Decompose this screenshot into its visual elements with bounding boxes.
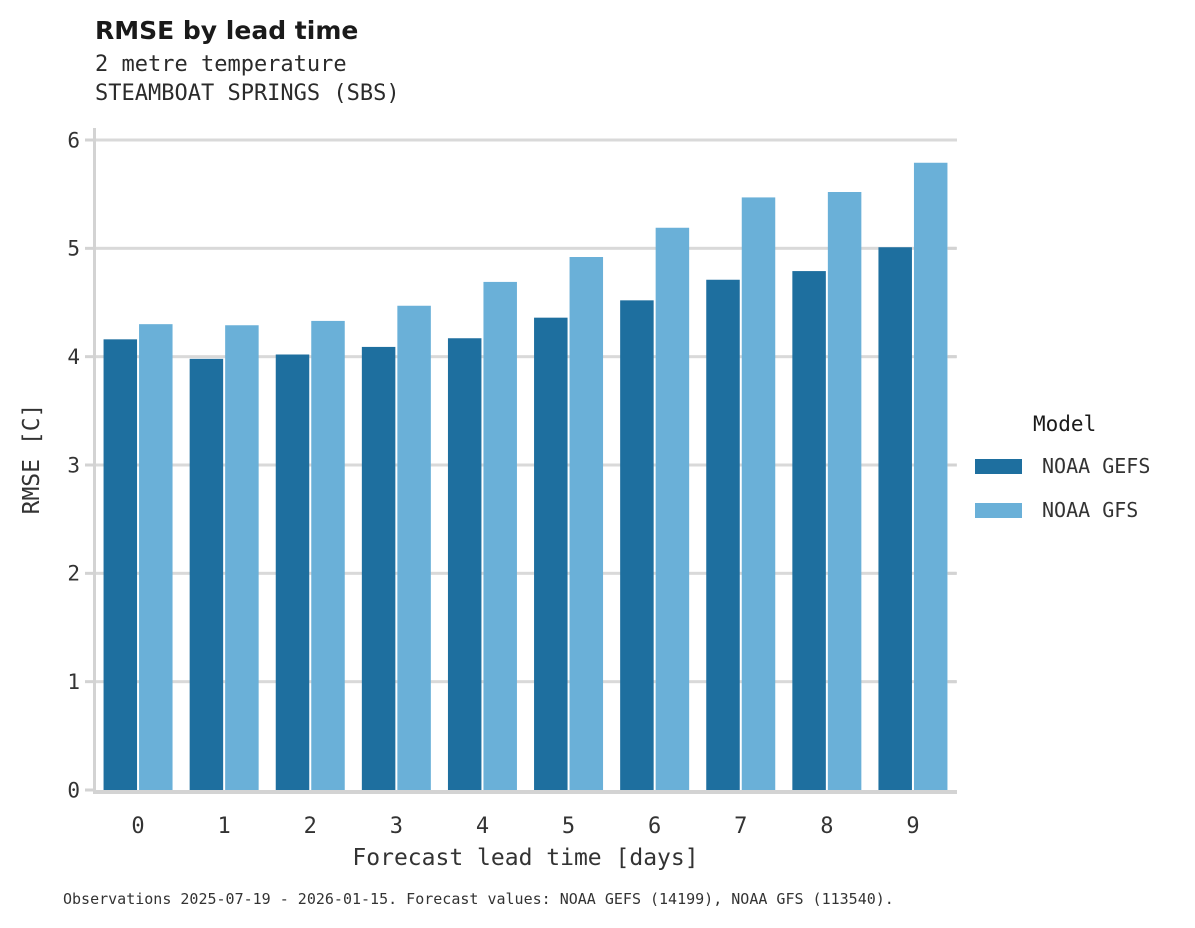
bar-gefs-day4 — [447, 338, 482, 790]
y-tick-left — [85, 571, 93, 575]
x-tick-label-7: 7 — [734, 814, 747, 839]
bar-gfs-day7 — [741, 197, 776, 790]
chart-subtitle-station: STEAMBOAT SPRINGS (SBS) — [95, 81, 400, 106]
x-tick-label-5: 5 — [562, 814, 575, 839]
y-tick-label-5: 5 — [67, 237, 80, 261]
legend-entry-gefs: NOAA GEFS — [975, 454, 1190, 478]
gridline-y1 — [95, 680, 957, 684]
gridline-y5 — [95, 246, 957, 250]
y-axis-label: RMSE [C] — [19, 403, 45, 515]
bar-gfs-day5 — [569, 257, 604, 790]
gridline-y6 — [95, 138, 957, 142]
chart-title: RMSE by lead time — [95, 16, 359, 45]
y-tick-left — [85, 463, 93, 467]
gefs-color-swatch — [975, 458, 1022, 474]
y-tick-right — [948, 571, 956, 575]
gridline-y3 — [95, 463, 957, 467]
y-tick-right — [948, 246, 956, 250]
legend-title: Model — [1033, 412, 1097, 436]
y-tick-label-6: 6 — [67, 128, 80, 152]
bar-gfs-day6 — [655, 227, 690, 790]
caption-text: Observations 2025-07-19 - 2026-01-15. Fo… — [63, 890, 894, 908]
gfs-color-swatch — [975, 502, 1022, 518]
bar-gefs-day1 — [189, 358, 224, 790]
legend-label-gfs: NOAA GFS — [1042, 498, 1139, 522]
y-tick-right — [948, 355, 956, 359]
x-tick-label-6: 6 — [648, 814, 661, 839]
legend: Model NOAA GEFS NOAA GFS — [975, 412, 1190, 542]
y-tick-label-4: 4 — [67, 345, 80, 369]
y-tick-left — [85, 680, 93, 684]
bar-gefs-day0 — [103, 339, 138, 790]
chart-subtitle-variable: 2 metre temperature — [95, 52, 347, 77]
bar-gfs-day4 — [483, 281, 517, 790]
legend-label-gefs: NOAA GEFS — [1042, 454, 1151, 478]
y-tick-left — [85, 355, 93, 359]
bar-gefs-day3 — [361, 346, 396, 790]
bar-gefs-day8 — [792, 271, 826, 790]
y-tick-label-3: 3 — [67, 453, 80, 477]
bar-gefs-day7 — [706, 279, 740, 790]
bar-gfs-day0 — [139, 324, 173, 790]
y-axis-line — [93, 128, 96, 794]
y-tick-left — [85, 246, 93, 250]
y-tick-right — [948, 680, 956, 684]
x-axis-line — [93, 790, 957, 794]
y-tick-label-0: 0 — [67, 778, 80, 802]
x-tick-label-2: 2 — [304, 814, 317, 839]
bar-gfs-day8 — [827, 192, 862, 790]
bar-gfs-day3 — [397, 305, 431, 790]
bar-gefs-day2 — [275, 354, 310, 790]
bar-gefs-day9 — [878, 247, 912, 790]
bar-gfs-day1 — [225, 325, 259, 790]
x-tick-label-0: 0 — [131, 814, 144, 839]
y-tick-left — [85, 788, 93, 792]
y-tick-label-1: 1 — [67, 670, 80, 694]
bar-gfs-day9 — [913, 162, 948, 790]
gridline-y2 — [95, 571, 957, 575]
x-axis-label: Forecast lead time [days] — [352, 845, 699, 871]
x-tick-label-9: 9 — [906, 814, 919, 839]
x-tick-label-1: 1 — [218, 814, 231, 839]
y-tick-label-2: 2 — [67, 562, 80, 586]
legend-entry-gfs: NOAA GFS — [975, 498, 1190, 522]
bar-gefs-day5 — [534, 317, 568, 790]
y-tick-left — [85, 138, 93, 142]
x-tick-label-8: 8 — [820, 814, 833, 839]
gridline-y4 — [95, 355, 957, 359]
x-tick-label-4: 4 — [476, 814, 489, 839]
x-tick-label-3: 3 — [390, 814, 403, 839]
bar-gfs-day2 — [311, 320, 345, 790]
y-tick-right — [948, 463, 956, 467]
bar-gefs-day6 — [620, 300, 654, 790]
